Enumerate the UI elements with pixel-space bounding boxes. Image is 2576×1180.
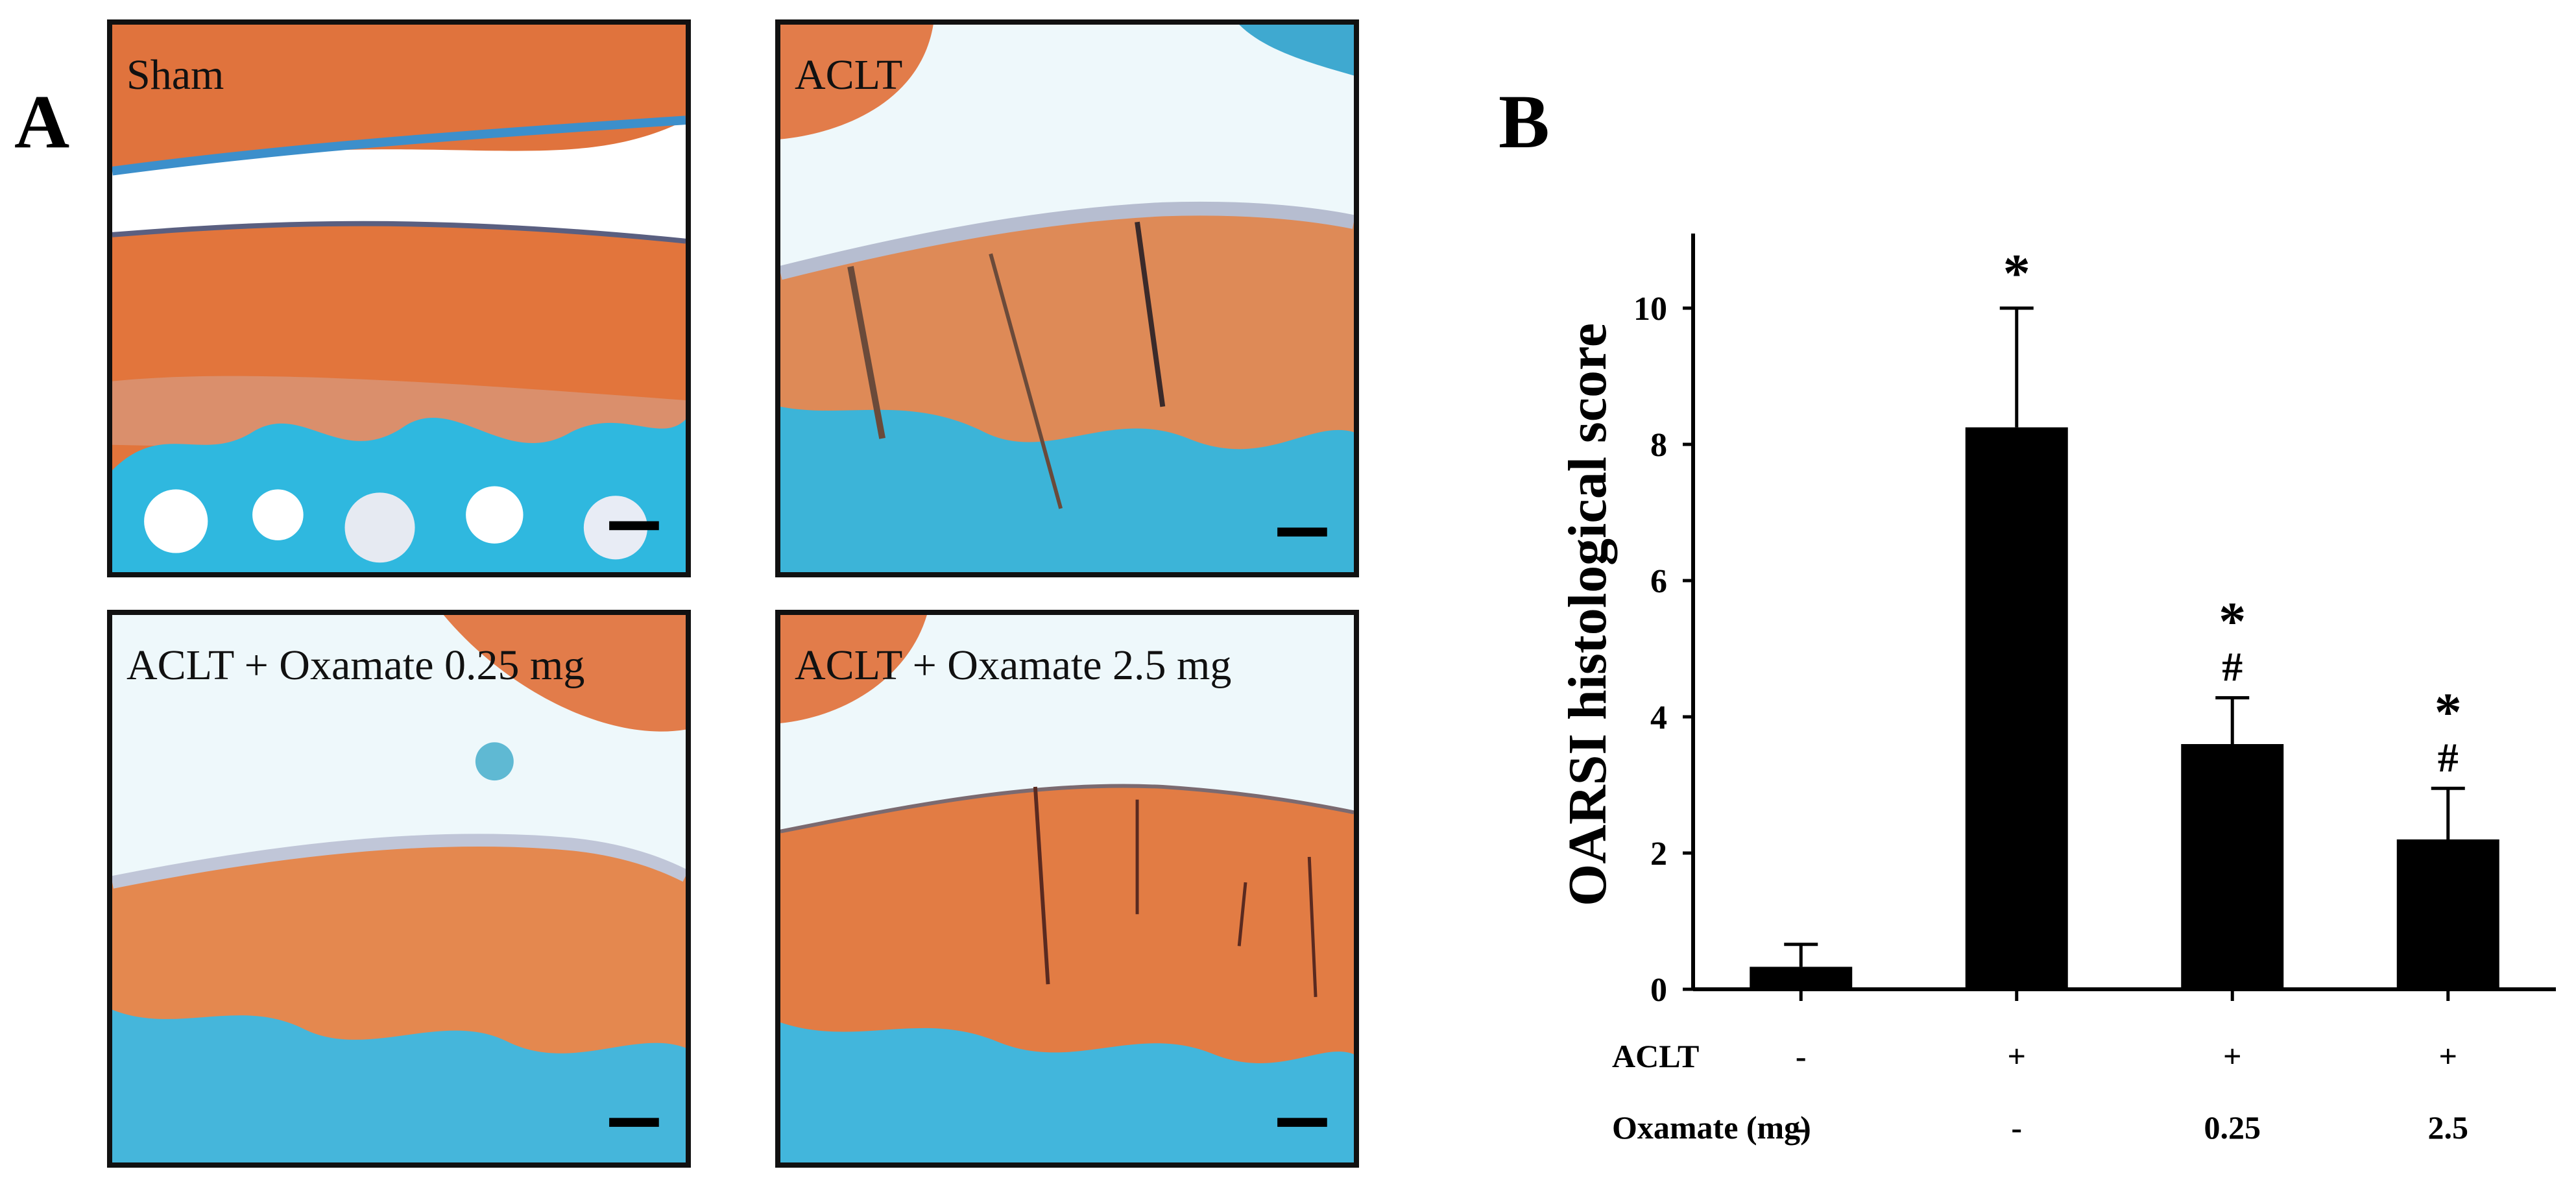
bar — [2181, 744, 2284, 989]
condition-value: - — [2011, 1109, 2022, 1146]
y-tick-label: 4 — [1650, 699, 1667, 736]
condition-value: 0.25 — [2204, 1109, 2261, 1146]
micrograph-aclt-image — [780, 25, 1354, 572]
y-tick-label: 0 — [1650, 972, 1667, 1009]
bar — [2396, 839, 2499, 989]
micrograph-aclt: ACLT — [775, 19, 1359, 577]
condition-value: + — [2008, 1038, 2027, 1074]
condition-value: + — [2439, 1038, 2458, 1074]
micrograph-oxamate-25: ACLT + Oxamate 2.5 mg — [775, 610, 1359, 1168]
micrograph-label-aclt: ACLT — [795, 51, 903, 99]
y-tick-label: 10 — [1633, 291, 1667, 328]
micrograph-label-oxamate-025: ACLT + Oxamate 0.25 mg — [126, 642, 585, 689]
y-tick-label: 6 — [1650, 563, 1667, 600]
micrograph-oxamate-025-image — [112, 615, 686, 1162]
y-tick-label: 8 — [1650, 427, 1667, 464]
significance-marker: * — [2219, 592, 2246, 652]
significance-marker: * — [2435, 682, 2462, 742]
micrograph-oxamate-025: ACLT + Oxamate 0.25 mg — [107, 610, 691, 1168]
condition-value: 2.5 — [2428, 1109, 2469, 1146]
micrograph-sham: Sham — [107, 19, 691, 577]
micrograph-label-oxamate-25: ACLT + Oxamate 2.5 mg — [795, 642, 1232, 689]
condition-value: - — [1796, 1109, 1807, 1146]
panel-b-letter: B — [1499, 79, 1550, 164]
bar — [1750, 967, 1853, 989]
bar — [1965, 427, 2068, 989]
significance-marker: # — [2222, 644, 2243, 690]
condition-row-label: Oxamate (mg) — [1612, 1109, 1811, 1146]
micrograph-sham-image — [112, 25, 686, 572]
condition-value: - — [1796, 1038, 1807, 1074]
y-axis-title: OARSI histological score — [1558, 323, 1618, 906]
micrograph-label-sham: Sham — [126, 51, 224, 99]
y-tick-label: 2 — [1650, 836, 1667, 873]
condition-value: + — [2223, 1038, 2242, 1074]
condition-row-label: ACLT — [1612, 1038, 1699, 1074]
significance-marker: * — [2003, 243, 2030, 304]
micrograph-oxamate-25-image — [780, 615, 1354, 1162]
significance-marker: # — [2438, 734, 2459, 780]
panel-a-letter: A — [14, 79, 70, 164]
